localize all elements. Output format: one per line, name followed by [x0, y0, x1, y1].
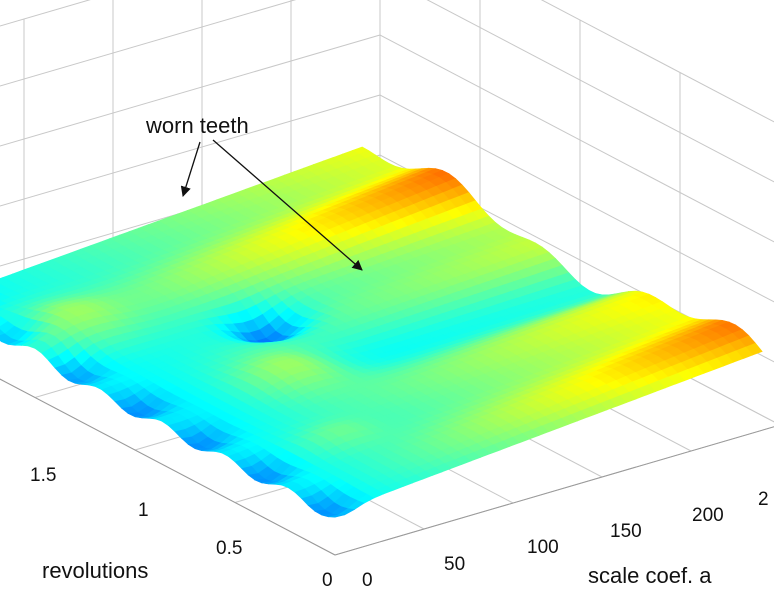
wall-gridline [379, 94, 774, 303]
tick-labels: 0 50 100 150 200 2 0 0.5 1 1.5 [30, 465, 769, 589]
arrow-line [180, 141, 201, 197]
wall-gridline [426, 0, 774, 183]
wall-gridline [540, 0, 774, 123]
x-tick-label: 50 [444, 554, 465, 575]
wall-gridline [0, 94, 381, 207]
y-tick-label: 1.5 [30, 465, 56, 486]
arrow-line [212, 139, 363, 271]
surface [0, 146, 763, 518]
wall-gridline [379, 34, 774, 243]
surface-patch [328, 514, 345, 518]
x-axis-label: scale coef. a [588, 563, 712, 588]
wall-gridline [0, 0, 297, 87]
x-tick-label: 0 [362, 570, 373, 589]
annotation-worn-teeth: worn teeth [145, 113, 249, 138]
x-tick-label: 150 [610, 521, 642, 542]
wall-gridline [0, 34, 381, 147]
y-tick-label: 0.5 [216, 538, 242, 559]
axis-line [0, 378, 336, 556]
wall-gridline [0, 0, 91, 27]
x-tick-label: 100 [527, 537, 559, 558]
annotation-arrows [180, 139, 363, 271]
y-tick-label: 0 [322, 570, 333, 589]
axis-line [334, 426, 774, 556]
x-tick-label: 2 [758, 489, 769, 510]
y-axis-label: revolutions [42, 558, 148, 583]
x-tick-label: 200 [692, 505, 724, 526]
y-tick-label: 1 [138, 500, 149, 521]
